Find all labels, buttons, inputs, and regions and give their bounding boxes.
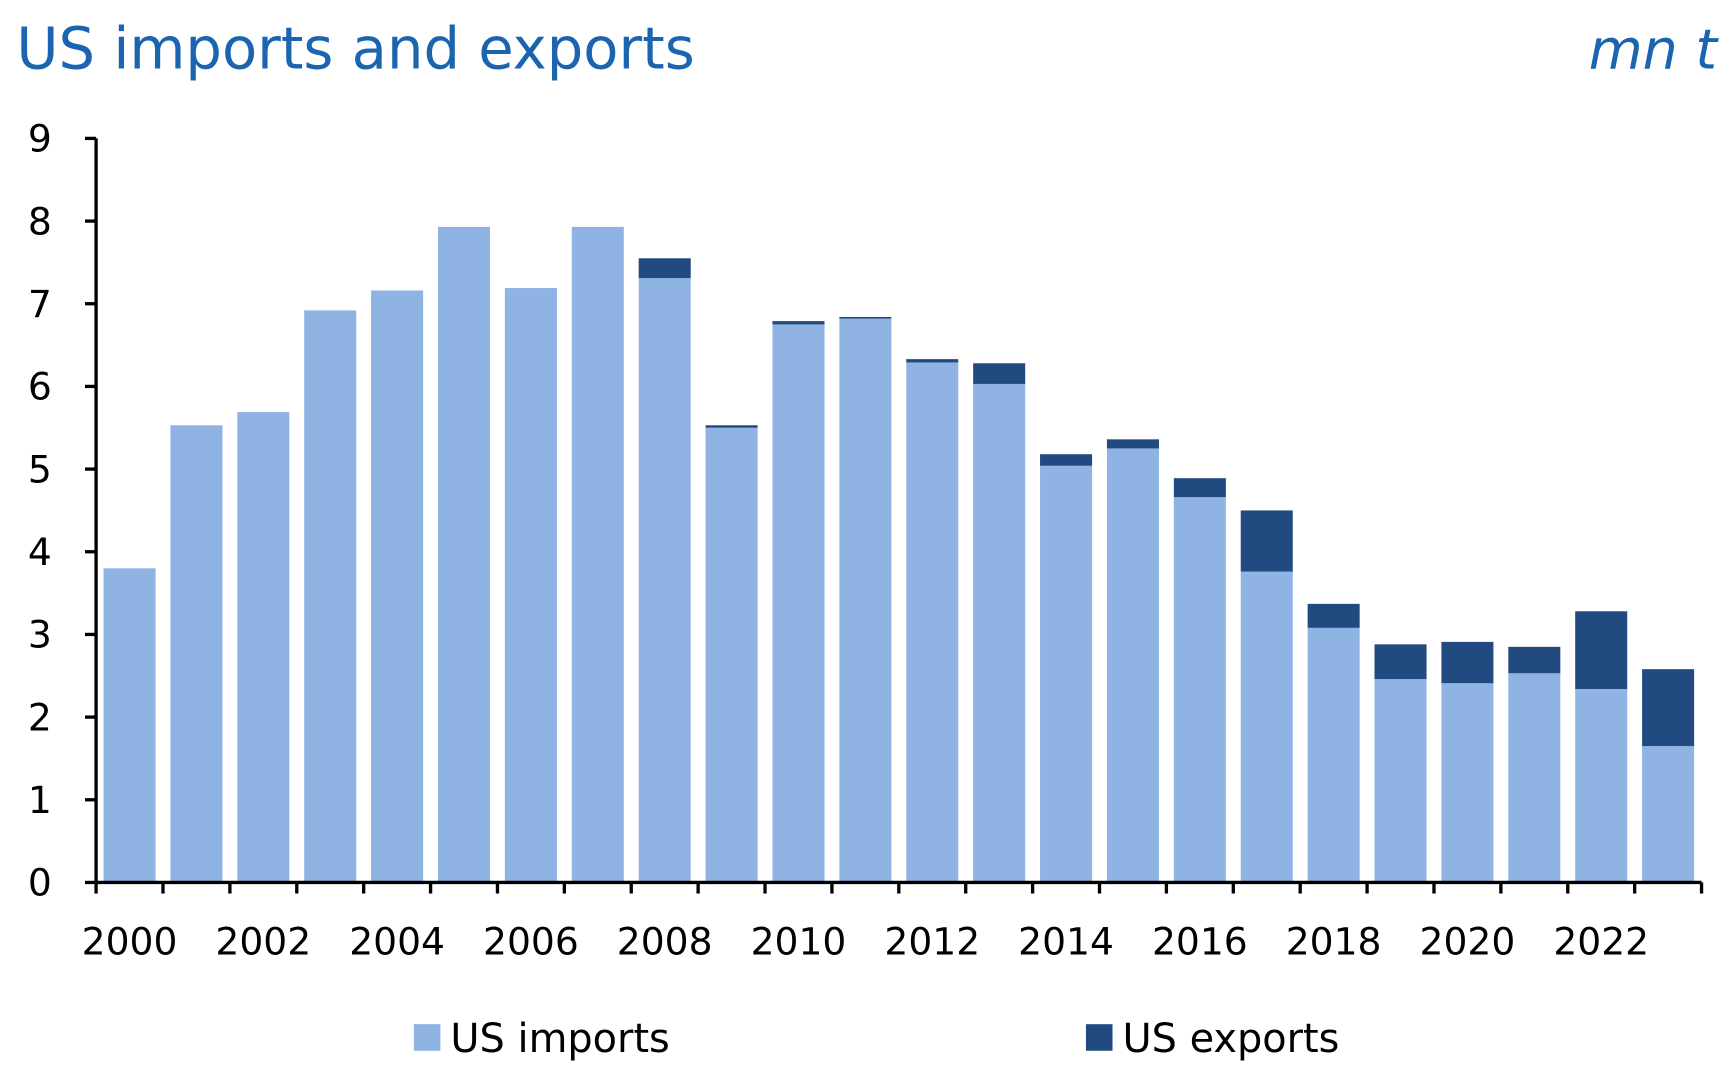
bar-imports-2006 [504,288,557,883]
bar-exports-2018 [1307,603,1360,628]
x-tick-label: 2004 [349,919,445,963]
bar-imports-2000 [103,568,156,883]
bar-imports-2010 [772,324,825,883]
bar-imports-2016 [1173,497,1226,883]
legend-label-exports: US exports [1122,1016,1339,1062]
y-tick-label: 1 [28,778,52,822]
bar-exports-2015 [1106,439,1159,449]
bar-exports-2017 [1240,510,1293,572]
bar-imports-2023 [1642,746,1695,883]
bar-exports-2012 [906,359,959,363]
bar-imports-2011 [839,318,892,883]
y-tick-label: 3 [28,613,52,657]
y-tick-label: 5 [28,447,52,491]
bar-exports-2019 [1374,644,1427,680]
bar-exports-2014 [1040,454,1093,466]
chart-title: US imports and exports [16,16,694,83]
x-tick-label: 2012 [884,919,980,963]
bar-exports-2011 [839,316,892,319]
bar-exports-2020 [1441,641,1494,684]
x-tick-label: 2016 [1152,919,1248,963]
bar-imports-2001 [170,425,223,883]
bar-exports-2009 [705,425,758,428]
x-tick-label: 2014 [1018,919,1114,963]
legend: US imports US exports [413,1016,1339,1062]
bar-exports-2021 [1508,646,1561,674]
bar-imports-2003 [304,310,357,883]
bar-imports-2007 [571,226,624,883]
bar-imports-2014 [1040,465,1093,883]
bar-exports-2010 [772,321,825,325]
x-tick-label: 2020 [1420,919,1516,963]
y-tick-label: 4 [28,530,52,574]
bar-imports-2019 [1374,679,1427,883]
bar-imports-2008 [638,278,691,883]
y-tick-label: 9 [28,117,52,161]
bar-exports-2013 [973,363,1026,384]
x-tick-label: 2022 [1553,919,1649,963]
bar-imports-2021 [1508,673,1561,883]
y-tick-label: 2 [28,695,52,739]
bar-exports-2022 [1575,611,1628,689]
bar-imports-2013 [973,383,1026,883]
x-tick-label: 2010 [751,919,847,963]
y-tick-label: 8 [28,199,52,243]
bar-imports-2020 [1441,683,1494,883]
bar-imports-2015 [1106,448,1159,883]
bar-exports-2023 [1642,669,1695,747]
bar-imports-2022 [1575,688,1628,883]
y-tick-label: 7 [28,282,52,326]
unit-label: mn t [1589,19,1720,83]
bar-imports-2012 [906,362,959,883]
x-tick-label: 2018 [1286,919,1382,963]
x-tick-label: 2006 [483,919,579,963]
x-tick-label: 2002 [215,919,311,963]
bar-exports-2008 [638,258,691,279]
bar-imports-2005 [437,226,491,883]
bar-imports-2017 [1240,571,1293,883]
bar-imports-2004 [371,290,424,883]
x-tick-label: 2008 [617,919,713,963]
bar-imports-2009 [705,427,758,883]
bar-imports-2002 [237,412,290,883]
bar-exports-2016 [1173,478,1226,498]
x-tick-label: 2000 [82,919,178,963]
y-tick-label: 6 [28,365,52,409]
legend-swatch-imports [413,1024,441,1051]
bar-imports-2018 [1307,627,1360,883]
legend-swatch-exports [1085,1024,1113,1051]
legend-label-imports: US imports [450,1016,669,1062]
y-tick-label: 0 [28,861,52,905]
